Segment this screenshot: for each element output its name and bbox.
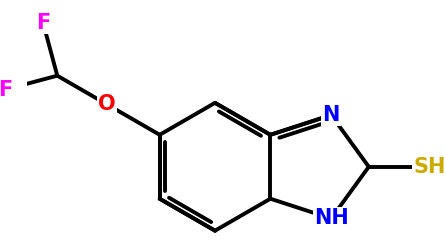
Text: N: N	[323, 105, 340, 125]
Text: NH: NH	[314, 208, 348, 229]
Text: SH: SH	[413, 157, 445, 177]
Text: F: F	[36, 13, 50, 33]
Text: F: F	[0, 80, 12, 100]
Text: O: O	[98, 94, 116, 114]
